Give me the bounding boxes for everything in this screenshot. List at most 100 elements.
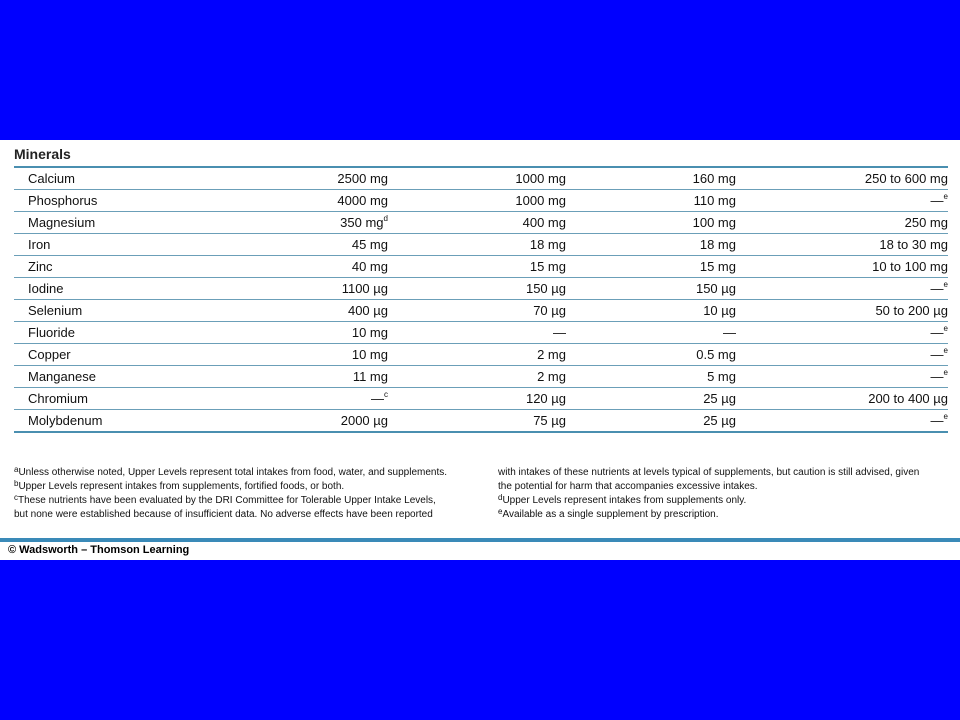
value-cell: 25 µg bbox=[703, 391, 736, 406]
mineral-name-cell: Molybdenum bbox=[28, 413, 102, 428]
value-cell: 18 mg bbox=[700, 237, 736, 252]
range-cell-text: 50 to 200 µg bbox=[875, 303, 948, 318]
value-cell: 120 µg bbox=[526, 391, 566, 406]
footnote-mark: e bbox=[943, 280, 948, 289]
upper-level-cell: 40 mg bbox=[352, 259, 388, 274]
range-cell: 250 to 600 mg bbox=[865, 171, 948, 186]
value-cell: 2 mg bbox=[537, 369, 566, 384]
value-cell: — bbox=[723, 325, 736, 340]
table-row: Fluoride 10 mg — — —e bbox=[14, 322, 948, 344]
range-cell: —e bbox=[930, 324, 948, 341]
minerals-table: Calcium 2500 mg 1000 mg 160 mg 250 to 600 mg… bbox=[14, 166, 948, 433]
upper-level-cell: 45 mg bbox=[352, 237, 388, 252]
table-heading: Minerals bbox=[14, 146, 71, 162]
footnote-mark: c bbox=[384, 390, 388, 399]
range-cell-text: — bbox=[930, 325, 944, 340]
upper-level-cell-text: 10 mg bbox=[351, 347, 388, 362]
footnote-line: with intakes of these nutrients at level… bbox=[498, 466, 948, 480]
value-cell: 25 µg bbox=[703, 413, 736, 428]
upper-level-cell-text: 4000 mg bbox=[337, 193, 388, 208]
range-cell-text: — bbox=[930, 193, 944, 208]
value-cell-text: 0.5 mg bbox=[696, 347, 736, 362]
upper-level-cell-text: 11 mg bbox=[352, 369, 388, 384]
value-cell-text: 110 mg bbox=[693, 193, 736, 208]
footnote-text: These nutrients have been evaluated by t… bbox=[18, 495, 436, 506]
mineral-name-cell: Fluoride bbox=[28, 325, 75, 340]
footnote-line: aUnless otherwise noted, Upper Levels re… bbox=[14, 466, 479, 480]
mineral-name-cell: Selenium bbox=[28, 303, 82, 318]
mineral-name-cell-text: Calcium bbox=[28, 171, 75, 186]
range-cell-text: — bbox=[930, 281, 944, 296]
value-cell: 70 µg bbox=[533, 303, 566, 318]
range-cell-text: 10 to 100 mg bbox=[872, 259, 948, 274]
value-cell-text: 1000 mg bbox=[515, 171, 566, 186]
upper-level-cell-text: 2000 µg bbox=[340, 413, 388, 428]
value-cell-text: 10 µg bbox=[703, 303, 736, 318]
value-cell-text: — bbox=[553, 325, 566, 340]
value-cell: 1000 mg bbox=[515, 193, 566, 208]
mineral-name-cell-text: Iodine bbox=[28, 281, 64, 296]
upper-level-cell-text: 45 mg bbox=[351, 237, 388, 252]
range-cell-text: — bbox=[930, 369, 944, 384]
value-cell-text: 150 µg bbox=[525, 281, 566, 296]
range-cell: —e bbox=[930, 280, 948, 297]
footnote-line: eAvailable as a single supplement by pre… bbox=[498, 508, 948, 522]
upper-level-cell-text: — bbox=[371, 391, 384, 406]
table-row: Magnesium 350 mgd 400 mg 100 mg 250 mg bbox=[14, 212, 948, 234]
table-row: Selenium 400 µg 70 µg 10 µg 50 to 200 µg bbox=[14, 300, 948, 322]
footnote-mark: c bbox=[14, 493, 18, 502]
mineral-name-cell-text: Molybdenum bbox=[28, 413, 103, 428]
value-cell-text: 160 mg bbox=[692, 171, 736, 186]
footnote-mark: e bbox=[943, 192, 948, 201]
footnote-line: cThese nutrients have been evaluated by … bbox=[14, 494, 479, 508]
value-cell: 15 mg bbox=[700, 259, 736, 274]
footnote-text: Unless otherwise noted, Upper Levels rep… bbox=[18, 467, 448, 478]
upper-level-cell: 11 mg bbox=[353, 369, 388, 384]
value-cell-text: 5 mg bbox=[707, 369, 736, 384]
footnote-mark: e bbox=[498, 507, 503, 516]
upper-level-cell: 1100 µg bbox=[342, 281, 388, 296]
value-cell: 15 mg bbox=[530, 259, 566, 274]
copyright-bar: © Wadsworth – Thomson Learning bbox=[0, 538, 960, 560]
value-cell-text: 1000 mg bbox=[515, 193, 566, 208]
value-cell: 150 µg bbox=[526, 281, 566, 296]
value-cell-text: 75 µg bbox=[533, 413, 566, 428]
value-cell: 0.5 mg bbox=[696, 347, 736, 362]
range-cell-text: — bbox=[930, 413, 944, 428]
upper-level-cell: 10 mg bbox=[352, 347, 388, 362]
value-cell: 18 mg bbox=[530, 237, 566, 252]
value-cell-text: 2 mg bbox=[537, 347, 566, 362]
footnote-mark: e bbox=[943, 346, 948, 355]
footnote-mark: e bbox=[943, 324, 948, 333]
mineral-name-cell: Phosphorus bbox=[28, 193, 97, 208]
mineral-name-cell-text: Copper bbox=[28, 347, 71, 362]
footnote-text: Upper Levels represent intakes from supp… bbox=[502, 495, 747, 506]
mineral-name-cell-text: Iron bbox=[28, 237, 51, 252]
upper-level-cell-text: 40 mg bbox=[351, 259, 388, 274]
footnote-mark: b bbox=[14, 479, 19, 488]
mineral-name-cell-text: Fluoride bbox=[28, 325, 75, 340]
footnote-mark: e bbox=[943, 412, 948, 421]
footnote-mark: e bbox=[943, 368, 948, 377]
value-cell-text: 70 µg bbox=[533, 303, 566, 318]
upper-level-cell-text: 1100 µg bbox=[341, 281, 388, 296]
footnote-text: Available as a single supplement by pres… bbox=[502, 509, 719, 520]
value-cell: 160 mg bbox=[693, 171, 736, 186]
range-cell: 50 to 200 µg bbox=[875, 303, 948, 318]
upper-level-cell: 400 µg bbox=[348, 303, 388, 318]
table-row: Iodine 1100 µg 150 µg 150 µg —e bbox=[14, 278, 948, 300]
footnote-line: dUpper Levels represent intakes from sup… bbox=[498, 494, 948, 508]
table-row: Calcium 2500 mg 1000 mg 160 mg 250 to 600 mg bbox=[14, 168, 948, 190]
upper-level-cell: 10 mg bbox=[352, 325, 388, 340]
range-cell: —e bbox=[931, 346, 948, 363]
value-cell-text: 400 mg bbox=[522, 215, 566, 230]
table-row: Manganese 11 mg 2 mg 5 mg —e bbox=[14, 366, 948, 388]
value-cell-text: 2 mg bbox=[537, 369, 566, 384]
mineral-name-cell-text: Manganese bbox=[28, 369, 96, 384]
mineral-name-cell: Magnesium bbox=[28, 215, 95, 230]
value-cell-text: 18 mg bbox=[699, 237, 736, 252]
mineral-name-cell: Calcium bbox=[28, 171, 75, 186]
mineral-name-cell: Chromium bbox=[28, 391, 88, 406]
mineral-name-cell: Zinc bbox=[28, 259, 53, 274]
value-cell-text: 15 mg bbox=[529, 259, 566, 274]
